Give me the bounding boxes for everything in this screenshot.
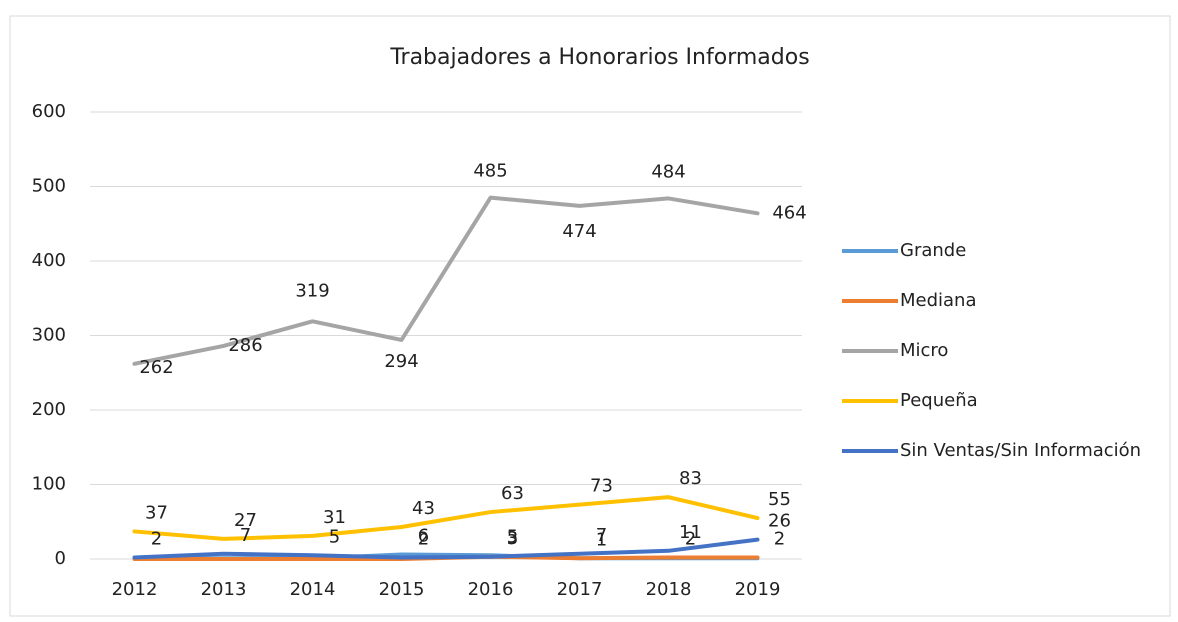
data-label: 474 <box>562 221 596 242</box>
data-label: 73 <box>590 476 613 497</box>
data-label: 26 <box>768 511 791 532</box>
y-tick-label: 300 <box>32 325 66 346</box>
legend-label: Micro <box>900 340 948 361</box>
x-tick-label: 2014 <box>290 579 336 600</box>
data-label: 7 <box>240 525 251 546</box>
data-label: 55 <box>768 489 791 510</box>
legend-label: Mediana <box>900 290 977 311</box>
data-label: 63 <box>501 483 524 504</box>
data-label: 485 <box>473 161 507 182</box>
series-line <box>132 537 760 560</box>
legend-label: Pequeña <box>900 390 978 411</box>
x-tick-label: 2018 <box>646 579 692 600</box>
y-tick-label: 0 <box>55 548 66 569</box>
legend-label: Grande <box>900 240 966 261</box>
data-label: 294 <box>384 351 418 372</box>
x-tick-label: 2017 <box>557 579 603 600</box>
y-tick-label: 500 <box>32 176 66 197</box>
data-label: 27 <box>234 510 257 531</box>
data-label: 5 <box>507 526 518 547</box>
data-label: 37 <box>145 502 168 523</box>
data-label: 6 <box>418 526 429 547</box>
series-line <box>132 195 760 366</box>
legend-label: Sin Ventas/Sin Información <box>900 440 1141 461</box>
data-label: 3 <box>507 528 518 549</box>
chart-title: Trabajadores a Honorarios Informados <box>389 45 809 70</box>
data-label: 7 <box>596 525 607 546</box>
data-label: 31 <box>323 507 346 528</box>
x-tick-label: 2016 <box>468 579 514 600</box>
y-tick-label: 600 <box>32 101 66 122</box>
data-label: 464 <box>772 202 806 223</box>
data-label: 484 <box>651 161 685 182</box>
data-label: 319 <box>295 280 329 301</box>
x-tick-label: 2012 <box>112 579 158 600</box>
data-label: 1 <box>596 529 607 550</box>
data-label: 3 <box>507 528 518 549</box>
data-label: 2 <box>685 529 696 550</box>
data-label: 5 <box>329 526 340 547</box>
data-label: 11 <box>679 522 702 543</box>
data-label: 83 <box>679 468 702 489</box>
data-label: 43 <box>412 498 435 519</box>
data-label: 262 <box>139 357 173 378</box>
y-tick-label: 100 <box>32 474 66 495</box>
data-label: 2 <box>151 529 162 550</box>
series-line <box>132 495 760 541</box>
data-label: 286 <box>228 335 262 356</box>
x-tick-label: 2019 <box>735 579 781 600</box>
data-label: 2 <box>418 529 429 550</box>
y-tick-label: 400 <box>32 250 66 271</box>
x-tick-label: 2015 <box>379 579 425 600</box>
x-tick-label: 2013 <box>201 579 247 600</box>
data-label: 2 <box>774 529 785 550</box>
chart-frame <box>9 15 1171 617</box>
y-tick-label: 200 <box>32 399 66 420</box>
